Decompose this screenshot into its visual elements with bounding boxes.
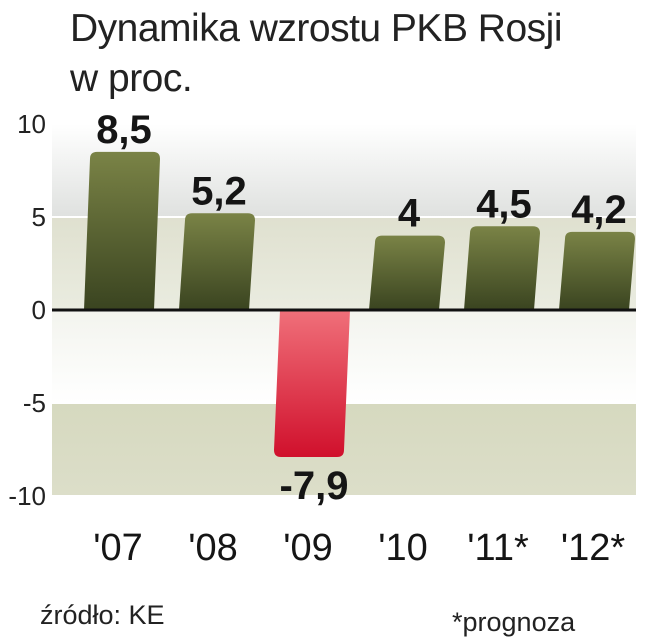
y-tick-label: -10	[8, 481, 46, 511]
value-label: 4,2	[571, 188, 627, 232]
value-label: 5,2	[191, 169, 247, 213]
bar-0	[84, 151, 160, 310]
value-label: -7,9	[280, 464, 349, 508]
x-tick-label: '08	[188, 527, 238, 569]
chart-subtitle: w proc.	[70, 57, 193, 100]
y-tick-label: -5	[23, 388, 46, 418]
value-label: 4	[398, 192, 421, 236]
bar-5	[559, 231, 635, 310]
bar-chart: 10 5 0 -5 -10 8,5 5,2 -7,9 4 4,5 4,2 '07 '08 '09 '10…	[8, 108, 636, 569]
source-note: źródło: KE	[40, 600, 165, 630]
value-labels: 8,5 5,2 -7,9 4 4,5 4,2	[96, 108, 627, 508]
y-axis-ticks: 10 5 0 -5 -10	[8, 109, 46, 511]
bar-2	[274, 310, 350, 457]
x-tick-label: '07	[93, 527, 143, 569]
bars	[84, 151, 635, 457]
y-tick-label: 0	[32, 295, 46, 325]
x-tick-label: '10	[378, 527, 428, 569]
value-label: 4,5	[476, 182, 532, 226]
x-tick-label: '12*	[561, 527, 626, 569]
chart-title: Dynamika wzrostu PKB Rosji w proc.	[70, 4, 630, 104]
forecast-note: *prognoza	[452, 607, 576, 637]
value-label: 8,5	[96, 108, 152, 152]
x-tick-label: '09	[283, 527, 333, 569]
y-tick-label: 10	[17, 109, 46, 139]
bar-1	[179, 213, 255, 310]
x-tick-label: '11*	[467, 527, 529, 569]
chart-title-main: Dynamika wzrostu PKB Rosji	[70, 7, 562, 50]
bar-4	[464, 226, 540, 310]
bar-3	[369, 235, 445, 310]
x-axis-labels: '07 '08 '09 '10 '11* '12*	[93, 527, 625, 569]
y-tick-label: 5	[32, 202, 46, 232]
